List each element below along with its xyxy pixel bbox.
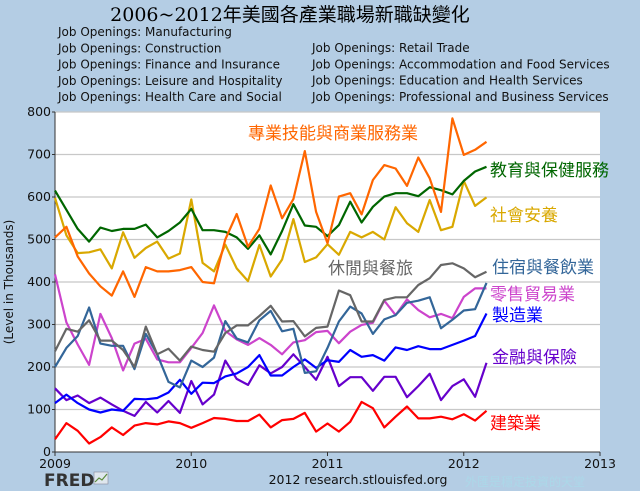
legend: Job Openings: Manufacturing Job Openings:… — [57, 25, 610, 104]
series-lines — [53, 117, 488, 445]
legend-entry: Job Openings: Finance and Insurance — [57, 58, 280, 72]
y-tick-label: 800 — [27, 104, 51, 119]
y-tick-label: 400 — [27, 274, 51, 289]
series-label: 金融與保險 — [492, 348, 577, 368]
x-tick-label: 2009 — [39, 456, 71, 471]
fred-logo-text: FRED — [44, 471, 94, 491]
series-label: 專業技能與商業服務業 — [248, 124, 418, 144]
series-label: 教育與保健服務 — [490, 161, 609, 181]
legend-entry: Job Openings: Health Care and Social — [57, 90, 282, 104]
source-text: 2012 research.stlouisfed.org — [269, 472, 448, 487]
series-label: 零售貿易業 — [490, 285, 575, 305]
series-line-1 — [54, 165, 487, 256]
series-line-8 — [54, 400, 488, 445]
series-label: 住宿與餐飲業 — [492, 258, 594, 278]
legend-entry: Job Openings: Accommodation and Food Ser… — [311, 57, 610, 71]
series-line-0 — [54, 117, 488, 298]
fred-chart-icon — [93, 471, 109, 485]
series-line-5 — [53, 274, 487, 372]
y-tick-label: 100 — [27, 402, 51, 417]
series-line-4 — [54, 282, 488, 389]
legend-entry: Job Openings: Education and Health Servi… — [311, 74, 583, 88]
series-line-6 — [54, 313, 488, 414]
y-tick-label: 600 — [27, 189, 51, 204]
series-label: 製造業 — [492, 306, 543, 326]
x-tick-label: 2011 — [312, 456, 344, 471]
series-label: 建築業 — [490, 414, 541, 434]
y-tick-label: 200 — [27, 359, 51, 374]
series-label: 社會安養 — [490, 206, 558, 226]
y-axis-label: (Level in Thousands) — [2, 220, 16, 345]
chart-title: 2006~2012年美國各產業職場新職缺變化 — [110, 4, 470, 26]
watermark: 外匯是穩定投資的天堂 — [465, 474, 585, 489]
series-label: 休閒與餐旅 — [328, 259, 413, 279]
axes: 0 100 200 300 400 500 600 700 800 2009 2010 2011 201… — [27, 104, 616, 471]
fred-chart-icon-line — [94, 473, 108, 483]
y-tick-label: 300 — [27, 317, 51, 332]
legend-entry: Job Openings: Leisure and Hospitality — [57, 74, 282, 88]
x-tick-label: 2012 — [448, 456, 480, 471]
x-tick-label: 2013 — [584, 456, 616, 471]
y-tick-label: 0 — [43, 444, 51, 459]
legend-entry: Job Openings: Construction — [57, 41, 221, 55]
legend-entry: Job Openings: Retail Trade — [311, 41, 470, 55]
legend-entry: Job Openings: Manufacturing — [57, 25, 232, 39]
series-line-3 — [54, 262, 487, 369]
fred-logo: FRED — [44, 471, 109, 491]
y-tick-label: 500 — [27, 232, 51, 247]
legend-entry: Job Openings: Professional and Business … — [311, 90, 609, 104]
y-tick-label: 700 — [27, 147, 51, 162]
x-tick-label: 2010 — [175, 456, 207, 471]
series-line-2 — [53, 179, 488, 283]
